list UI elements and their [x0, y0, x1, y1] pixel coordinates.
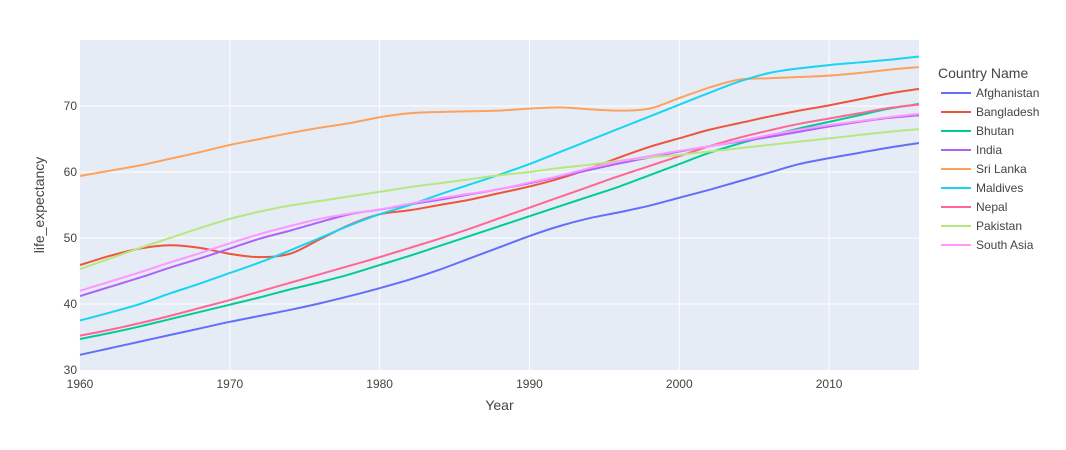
y-tick-label: 40 [64, 297, 78, 311]
y-tick-label: 70 [64, 99, 78, 113]
series-line-south-asia[interactable] [79, 112, 920, 292]
legend-item-maldives[interactable]: Maldives [941, 181, 1023, 195]
legend-item-bhutan[interactable]: Bhutan [941, 124, 1014, 138]
x-tick-label: 1990 [516, 377, 543, 391]
y-axis-title: life_expectancy [31, 157, 47, 254]
legend-label: Sri Lanka [976, 162, 1027, 176]
series-lines [79, 55, 920, 356]
y-tick-label: 60 [64, 165, 78, 179]
legend[interactable]: Country Name Afghanistan Bangladesh Bhutan… [938, 65, 1039, 252]
legend-item-india[interactable]: India [941, 143, 1002, 157]
plot-background [80, 40, 919, 370]
x-tick-label: 2010 [816, 377, 843, 391]
legend-label: Nepal [976, 200, 1007, 214]
y-tick-label: 50 [64, 231, 78, 245]
legend-item-nepal[interactable]: Nepal [941, 200, 1007, 214]
x-axis-ticks: 1960 1970 1980 1990 2000 2010 [67, 377, 843, 391]
x-tick-label: 1960 [67, 377, 94, 391]
legend-title: Country Name [938, 65, 1028, 81]
y-tick-label: 30 [64, 363, 78, 377]
series-line-sri-lanka[interactable] [79, 66, 920, 177]
legend-item-south-asia[interactable]: South Asia [941, 238, 1034, 252]
legend-label: Maldives [976, 181, 1023, 195]
x-tick-label: 1980 [366, 377, 393, 391]
x-tick-label: 2000 [666, 377, 693, 391]
gridlines [80, 40, 919, 370]
legend-label: India [976, 143, 1002, 157]
legend-item-bangladesh[interactable]: Bangladesh [941, 105, 1039, 119]
y-axis-ticks: 30 40 50 60 70 [64, 99, 78, 377]
series-line-afghanistan[interactable] [79, 141, 920, 356]
x-tick-label: 1970 [216, 377, 243, 391]
series-line-nepal[interactable] [79, 103, 920, 337]
legend-item-pakistan[interactable]: Pakistan [941, 219, 1022, 233]
legend-label: Pakistan [976, 219, 1022, 233]
legend-label: Afghanistan [976, 86, 1039, 100]
legend-item-sri-lanka[interactable]: Sri Lanka [941, 162, 1027, 176]
series-line-pakistan[interactable] [79, 128, 920, 270]
legend-items[interactable]: Afghanistan Bangladesh Bhutan India Sri Lank… [941, 86, 1039, 252]
x-axis-title: Year [485, 397, 514, 413]
legend-label: Bangladesh [976, 105, 1039, 119]
legend-item-afghanistan[interactable]: Afghanistan [941, 86, 1039, 100]
legend-label: Bhutan [976, 124, 1014, 138]
legend-label: South Asia [976, 238, 1034, 252]
